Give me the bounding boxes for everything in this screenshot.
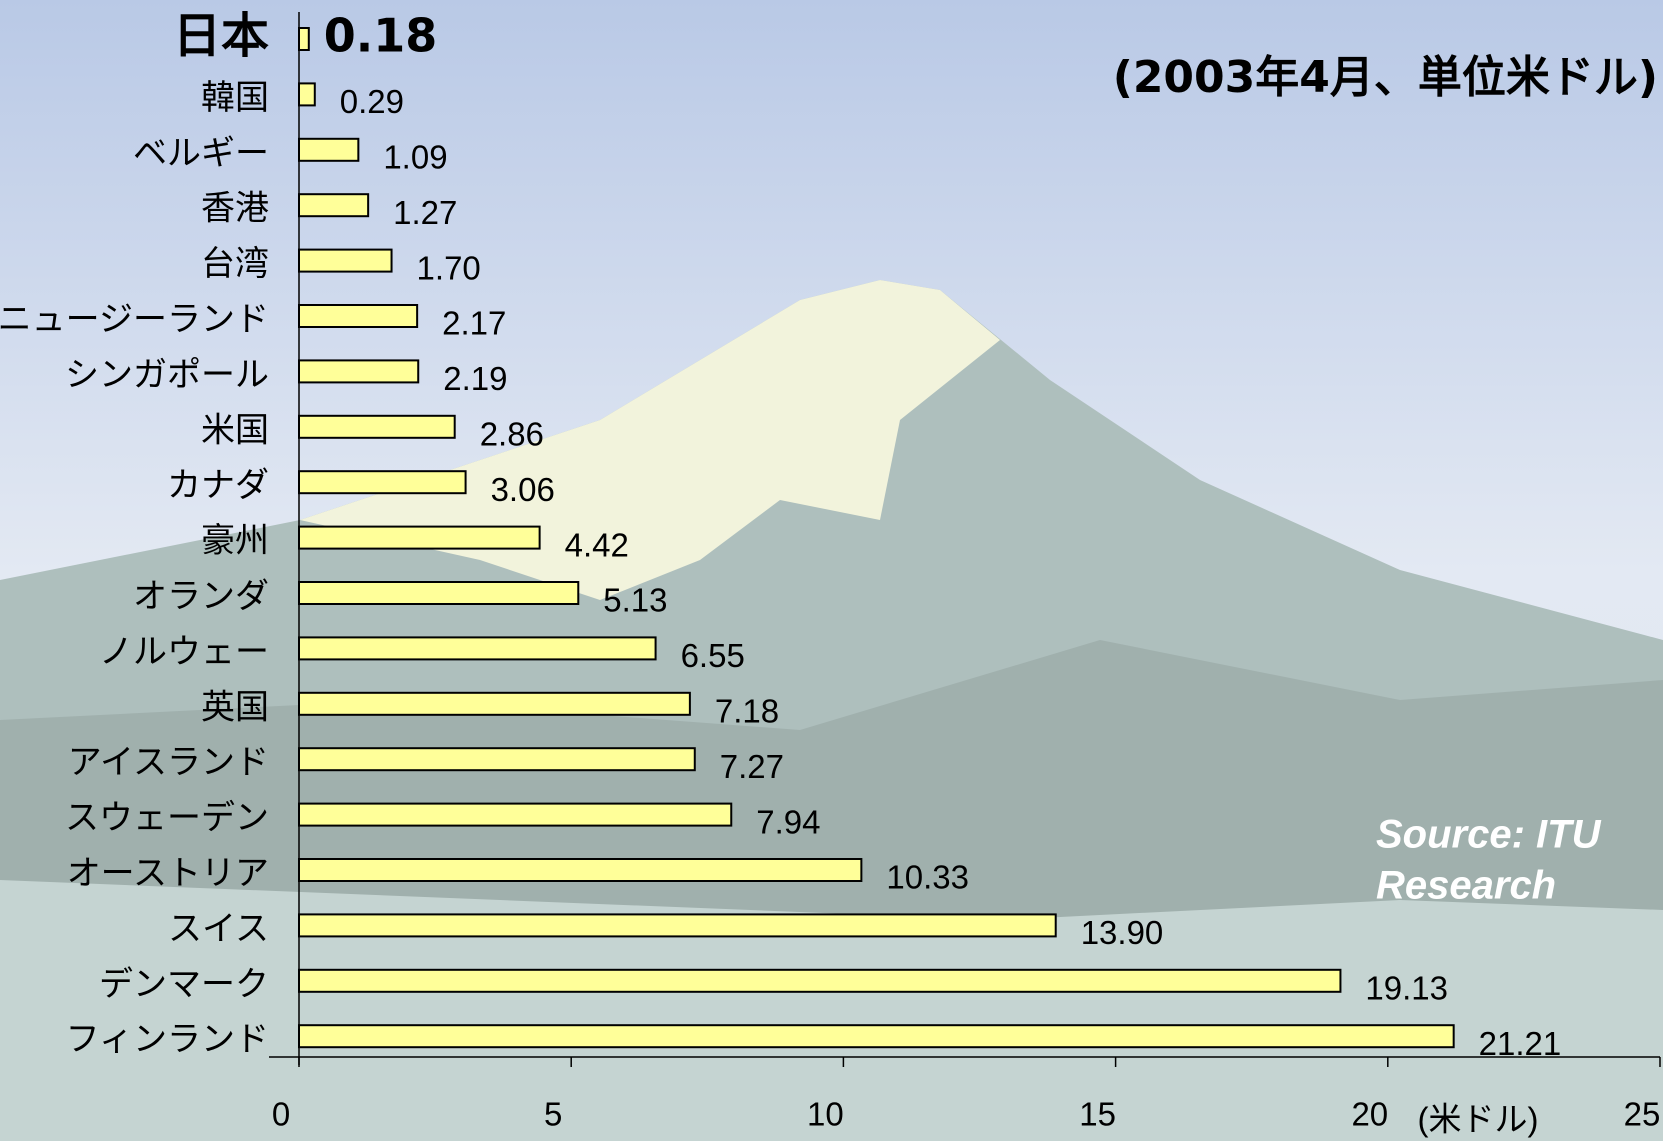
category-label: フィンランド [66, 1020, 269, 1060]
category-label: ニュージーランド [0, 300, 269, 340]
category-label: スウェーデン [65, 798, 269, 838]
bar [298, 858, 863, 882]
bar [298, 913, 1057, 938]
foreground [0, 880, 1663, 1141]
bar [298, 414, 456, 439]
category-label: 豪州 [201, 521, 269, 561]
value-label: 7.18 [715, 693, 779, 730]
value-label: 13.90 [1081, 914, 1164, 951]
value-label: 21.21 [1479, 1025, 1562, 1062]
value-label: 2.19 [443, 360, 507, 397]
category-label: 英国 [201, 687, 269, 727]
x-tick-label: 0 [272, 1096, 290, 1133]
value-label: 4.42 [565, 526, 629, 563]
bar [298, 747, 696, 772]
value-label: 5.13 [603, 582, 667, 619]
value-label: 0.29 [340, 83, 404, 120]
bar [298, 359, 420, 384]
value-label: 2.17 [442, 305, 506, 342]
chart-title: (2003年4月、単位米ドル) [1113, 52, 1658, 103]
category-label: カナダ [167, 466, 269, 506]
value-label: 3.06 [491, 471, 555, 508]
source: Source: ITU [1376, 813, 1602, 857]
value-label: 1.27 [393, 194, 457, 231]
x-tick-label: 5 [544, 1096, 562, 1133]
bar [298, 193, 370, 218]
bar [298, 304, 419, 328]
category-label: デンマーク [99, 964, 269, 1004]
value-label: 1.70 [417, 249, 481, 286]
category-label: 米国 [201, 410, 269, 450]
bar [298, 82, 316, 107]
x-tick-label: 20 [1351, 1096, 1388, 1133]
category-label: 香港 [201, 189, 269, 229]
x-tick-label: 25 [1624, 1096, 1661, 1133]
source: Research [1376, 864, 1556, 908]
bar [298, 27, 310, 51]
bar [298, 248, 393, 273]
bar [298, 581, 580, 605]
x-tick-label: 15 [1079, 1096, 1116, 1133]
bar [298, 636, 657, 661]
category-label: ノルウェー [99, 632, 269, 672]
category-label: 日本 [173, 8, 269, 64]
value-label: 0.18 [324, 9, 438, 63]
category-label: オランダ [133, 577, 269, 617]
value-label: 2.86 [480, 416, 544, 453]
category-label: スイス [168, 909, 269, 949]
x-tick-label: 10 [807, 1096, 844, 1133]
x-axis-label: (米ドル) [1418, 1101, 1539, 1138]
category-label: シンガポール [65, 355, 269, 395]
value-label: 1.09 [383, 139, 447, 176]
bar [298, 470, 467, 495]
bar [298, 137, 360, 162]
snowcap [300, 280, 1000, 600]
value-label: 7.27 [720, 748, 784, 785]
category-label: オーストリア [67, 854, 269, 894]
category-label: 台湾 [201, 244, 269, 284]
value-label: 10.33 [886, 859, 969, 896]
bar [298, 802, 733, 827]
bar [298, 968, 1342, 993]
value-label: 7.94 [756, 803, 820, 840]
bar [298, 1024, 1455, 1049]
category-label: 韓国 [201, 78, 269, 118]
category-label: アイスランド [68, 743, 269, 783]
bar [298, 691, 691, 716]
value-label: 19.13 [1365, 970, 1448, 1007]
value-label: 6.55 [681, 637, 745, 674]
bar [298, 525, 541, 550]
category-label: ベルギー [133, 133, 269, 173]
